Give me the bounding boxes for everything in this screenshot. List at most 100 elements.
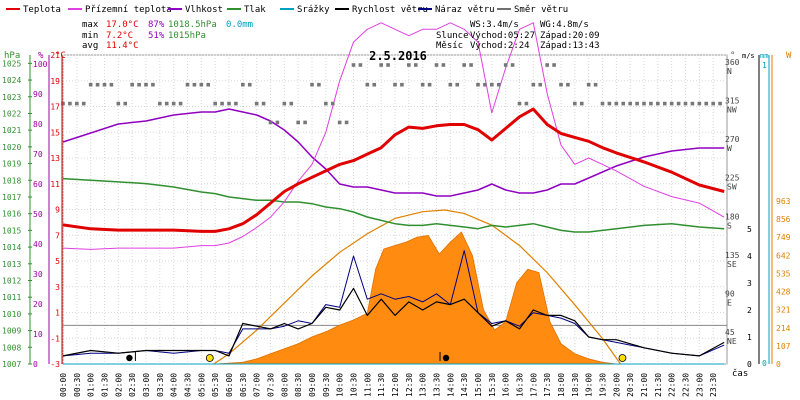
w-tick-label: 107 <box>776 342 791 351</box>
series-line-n-raz-v-tru <box>62 250 725 357</box>
hpa-tick-label: 1023 <box>2 93 21 102</box>
hpa-tick-label: 1009 <box>2 327 21 336</box>
x-tick-label: 16:00 <box>502 373 511 397</box>
moonrise-marker <box>126 354 133 362</box>
x-tick-label: 09:30 <box>322 373 331 397</box>
wind-dir-point <box>538 82 543 87</box>
info-sun-rise: Východ:05:27 <box>470 31 535 41</box>
legend-label: Přízemní teplota <box>85 5 172 15</box>
dir-tick-label: 360 <box>725 58 740 67</box>
wind-dir-point <box>171 101 176 106</box>
wind-dir-point <box>621 101 626 106</box>
wind-dir-point <box>427 82 432 87</box>
wind-dir-point <box>407 63 411 67</box>
temp-tick-label: 13 <box>50 154 60 163</box>
x-tick-label: 21:00 <box>640 373 649 397</box>
temp-tick-label: -3 <box>50 360 60 369</box>
x-tick-label: 05:30 <box>211 373 220 397</box>
hpa-tick-label: 1021 <box>2 126 21 135</box>
x-tick-label: 11:30 <box>377 373 386 397</box>
wind-dir-point <box>81 101 86 106</box>
hpa-tick-label: 1012 <box>2 276 21 285</box>
stat-max-press: 1018.5hPa <box>168 20 217 30</box>
moonset-marker <box>442 354 450 362</box>
ms-unit: m/s <box>742 52 755 60</box>
sunrise-marker <box>205 354 214 362</box>
wind-dir-point <box>337 120 342 125</box>
chart-title: 2.5.2016 <box>369 49 427 63</box>
wind-dir-point <box>545 63 549 67</box>
wind-dir-point <box>61 101 65 106</box>
wind-dir-point <box>434 63 439 67</box>
series-line-tlak <box>62 177 725 233</box>
x-tick-label: 09:00 <box>308 373 317 397</box>
series-line-teplota <box>62 107 725 233</box>
wind-dir-point <box>379 63 383 67</box>
wind-dir-point <box>130 82 134 87</box>
x-tick-label: 18:30 <box>571 373 580 397</box>
sun-curve-line <box>213 209 621 365</box>
dir-tick-dirlabel: E <box>727 298 732 307</box>
w-tick-label: 0 <box>776 360 781 369</box>
x-tick-label: 10:30 <box>350 373 359 397</box>
wind-dir-point <box>344 120 349 125</box>
x-tick-label: 17:30 <box>543 373 552 397</box>
wind-dir-point <box>607 101 612 106</box>
hpa-tick-label: 1017 <box>2 193 21 202</box>
info-moon-label: Měsíc <box>436 41 463 51</box>
stat-min-label: min <box>82 31 98 41</box>
legend-label: Rychlost větru <box>352 5 428 15</box>
stat-avg-temp: 11.4°C <box>106 41 139 51</box>
wind-dir-point <box>144 82 148 87</box>
pct-tick-label: 40 <box>33 240 43 249</box>
wind-dir-point <box>455 82 460 87</box>
temp-tick-label: 11 <box>50 180 60 189</box>
pct-tick-label: 90 <box>33 90 43 99</box>
wind-dir-point <box>649 101 653 106</box>
legend-label: Teplota <box>23 5 61 15</box>
wind-dir-point <box>109 82 114 87</box>
mm-unit: mm <box>760 52 768 60</box>
x-tick-label: 07:30 <box>267 373 276 397</box>
pct-unit: % <box>38 51 44 61</box>
x-tick-label: 20:00 <box>612 373 621 397</box>
temp-unit: °C <box>55 51 66 61</box>
x-tick-label: 11:00 <box>363 373 372 397</box>
wind-direction-marks <box>61 63 722 125</box>
wind-dir-point <box>711 101 715 106</box>
ms-tick-label: 4 <box>747 252 752 261</box>
x-tick-label: 00:30 <box>73 373 82 397</box>
temp-tick-label: 17 <box>50 103 60 112</box>
x-tick-label: 17:00 <box>529 373 538 397</box>
wind-dir-point <box>330 101 335 106</box>
x-tick-label: 05:00 <box>197 373 206 397</box>
wind-dir-point <box>247 82 252 87</box>
wind-dir-point <box>241 82 245 87</box>
hpa-tick-label: 1010 <box>2 310 21 319</box>
wind-dir-point <box>227 101 231 106</box>
mm-tick-label: 0 <box>762 359 767 368</box>
wind-dir-point <box>192 82 197 87</box>
dir-tick-label: 180 <box>725 212 740 221</box>
w-tick-label: 428 <box>776 288 791 297</box>
hpa-tick-label: 1007 <box>2 360 21 369</box>
wind-dir-point <box>282 101 287 106</box>
info-moon-rise: Východ:2:24 <box>470 41 530 51</box>
ms-tick-label: 3 <box>747 279 752 288</box>
wind-dir-point <box>358 63 363 67</box>
x-tick-label: 13:30 <box>433 373 442 397</box>
wind-dir-point <box>324 101 328 106</box>
wind-dir-point <box>496 82 501 87</box>
temp-tick-label: 9 <box>55 206 60 215</box>
stat-max-hum: 87% <box>148 20 165 30</box>
solar-area <box>215 231 617 365</box>
hpa-tick-label: 1025 <box>2 59 21 68</box>
stat-max-label: max <box>82 20 99 30</box>
wind-dir-point <box>586 82 591 87</box>
wind-dir-point <box>656 101 660 106</box>
hpa-tick-label: 1015 <box>2 226 21 235</box>
dir-tick-label: 135 <box>725 251 740 260</box>
wind-dir-point <box>95 82 100 87</box>
legend-label: Tlak <box>244 5 266 15</box>
wind-dir-point <box>503 63 508 67</box>
